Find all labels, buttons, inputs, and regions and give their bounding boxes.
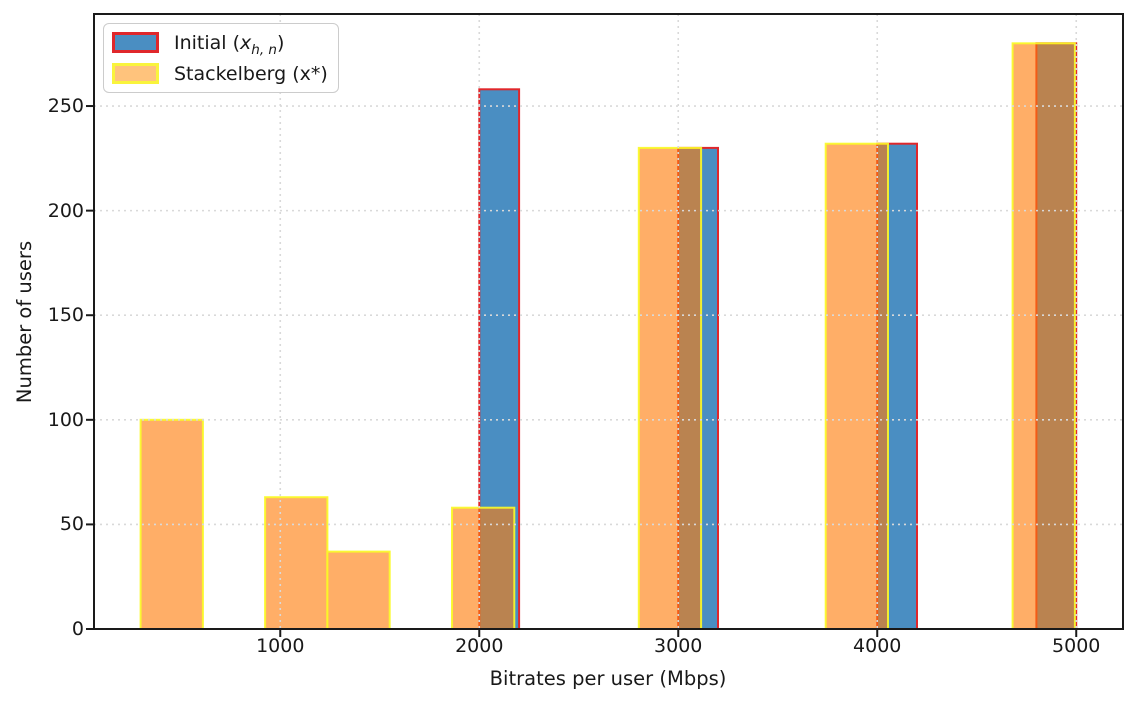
x-tick-label-1000: 1000 [256,635,305,657]
x-tick-label-3000: 3000 [654,635,703,657]
y-tick-label-50: 50 [59,513,84,536]
series-stackelberg [139,42,1076,631]
x-tick-label-5000: 5000 [1052,635,1101,657]
x-tick-label-2000: 2000 [455,635,504,657]
y-axis-label: Number of users [13,240,36,404]
y-tick-label-250: 250 [47,95,84,118]
legend: Initial (xh, n) Stackelberg (x*) [103,23,339,93]
y-tick-label-150: 150 [47,304,84,327]
bar-stackelberg-1237 [326,550,391,630]
series-initial [478,42,1078,631]
x-axis-label: Bitrates per user (Mbps) [489,667,727,690]
bar-stackelberg-3741 [824,142,890,630]
legend-label-initial: Initial (xh, n) [174,31,285,58]
axes-spines [86,13,1124,637]
gridlines [94,14,1123,629]
bar-stackelberg-1863 [451,506,516,631]
plot-frame [93,13,1124,630]
y-tick-label-200: 200 [47,199,84,222]
y-tick-label-0: 0 [71,618,84,640]
legend-swatch-stackelberg [112,63,159,84]
legend-item-stackelberg: Stackelberg (x*) [112,58,330,89]
bar-stackelberg-4680 [1011,42,1076,631]
y-tick-label-100: 100 [47,408,84,431]
legend-item-initial: Initial (xh, n) [112,27,330,58]
legend-label-stackelberg: Stackelberg (x*) [174,62,328,85]
legend-swatch-initial [112,32,159,53]
x-tick-label-4000: 4000 [853,635,902,657]
bar-stackelberg-2802 [637,146,703,630]
bar-stackelberg-924 [264,496,329,631]
